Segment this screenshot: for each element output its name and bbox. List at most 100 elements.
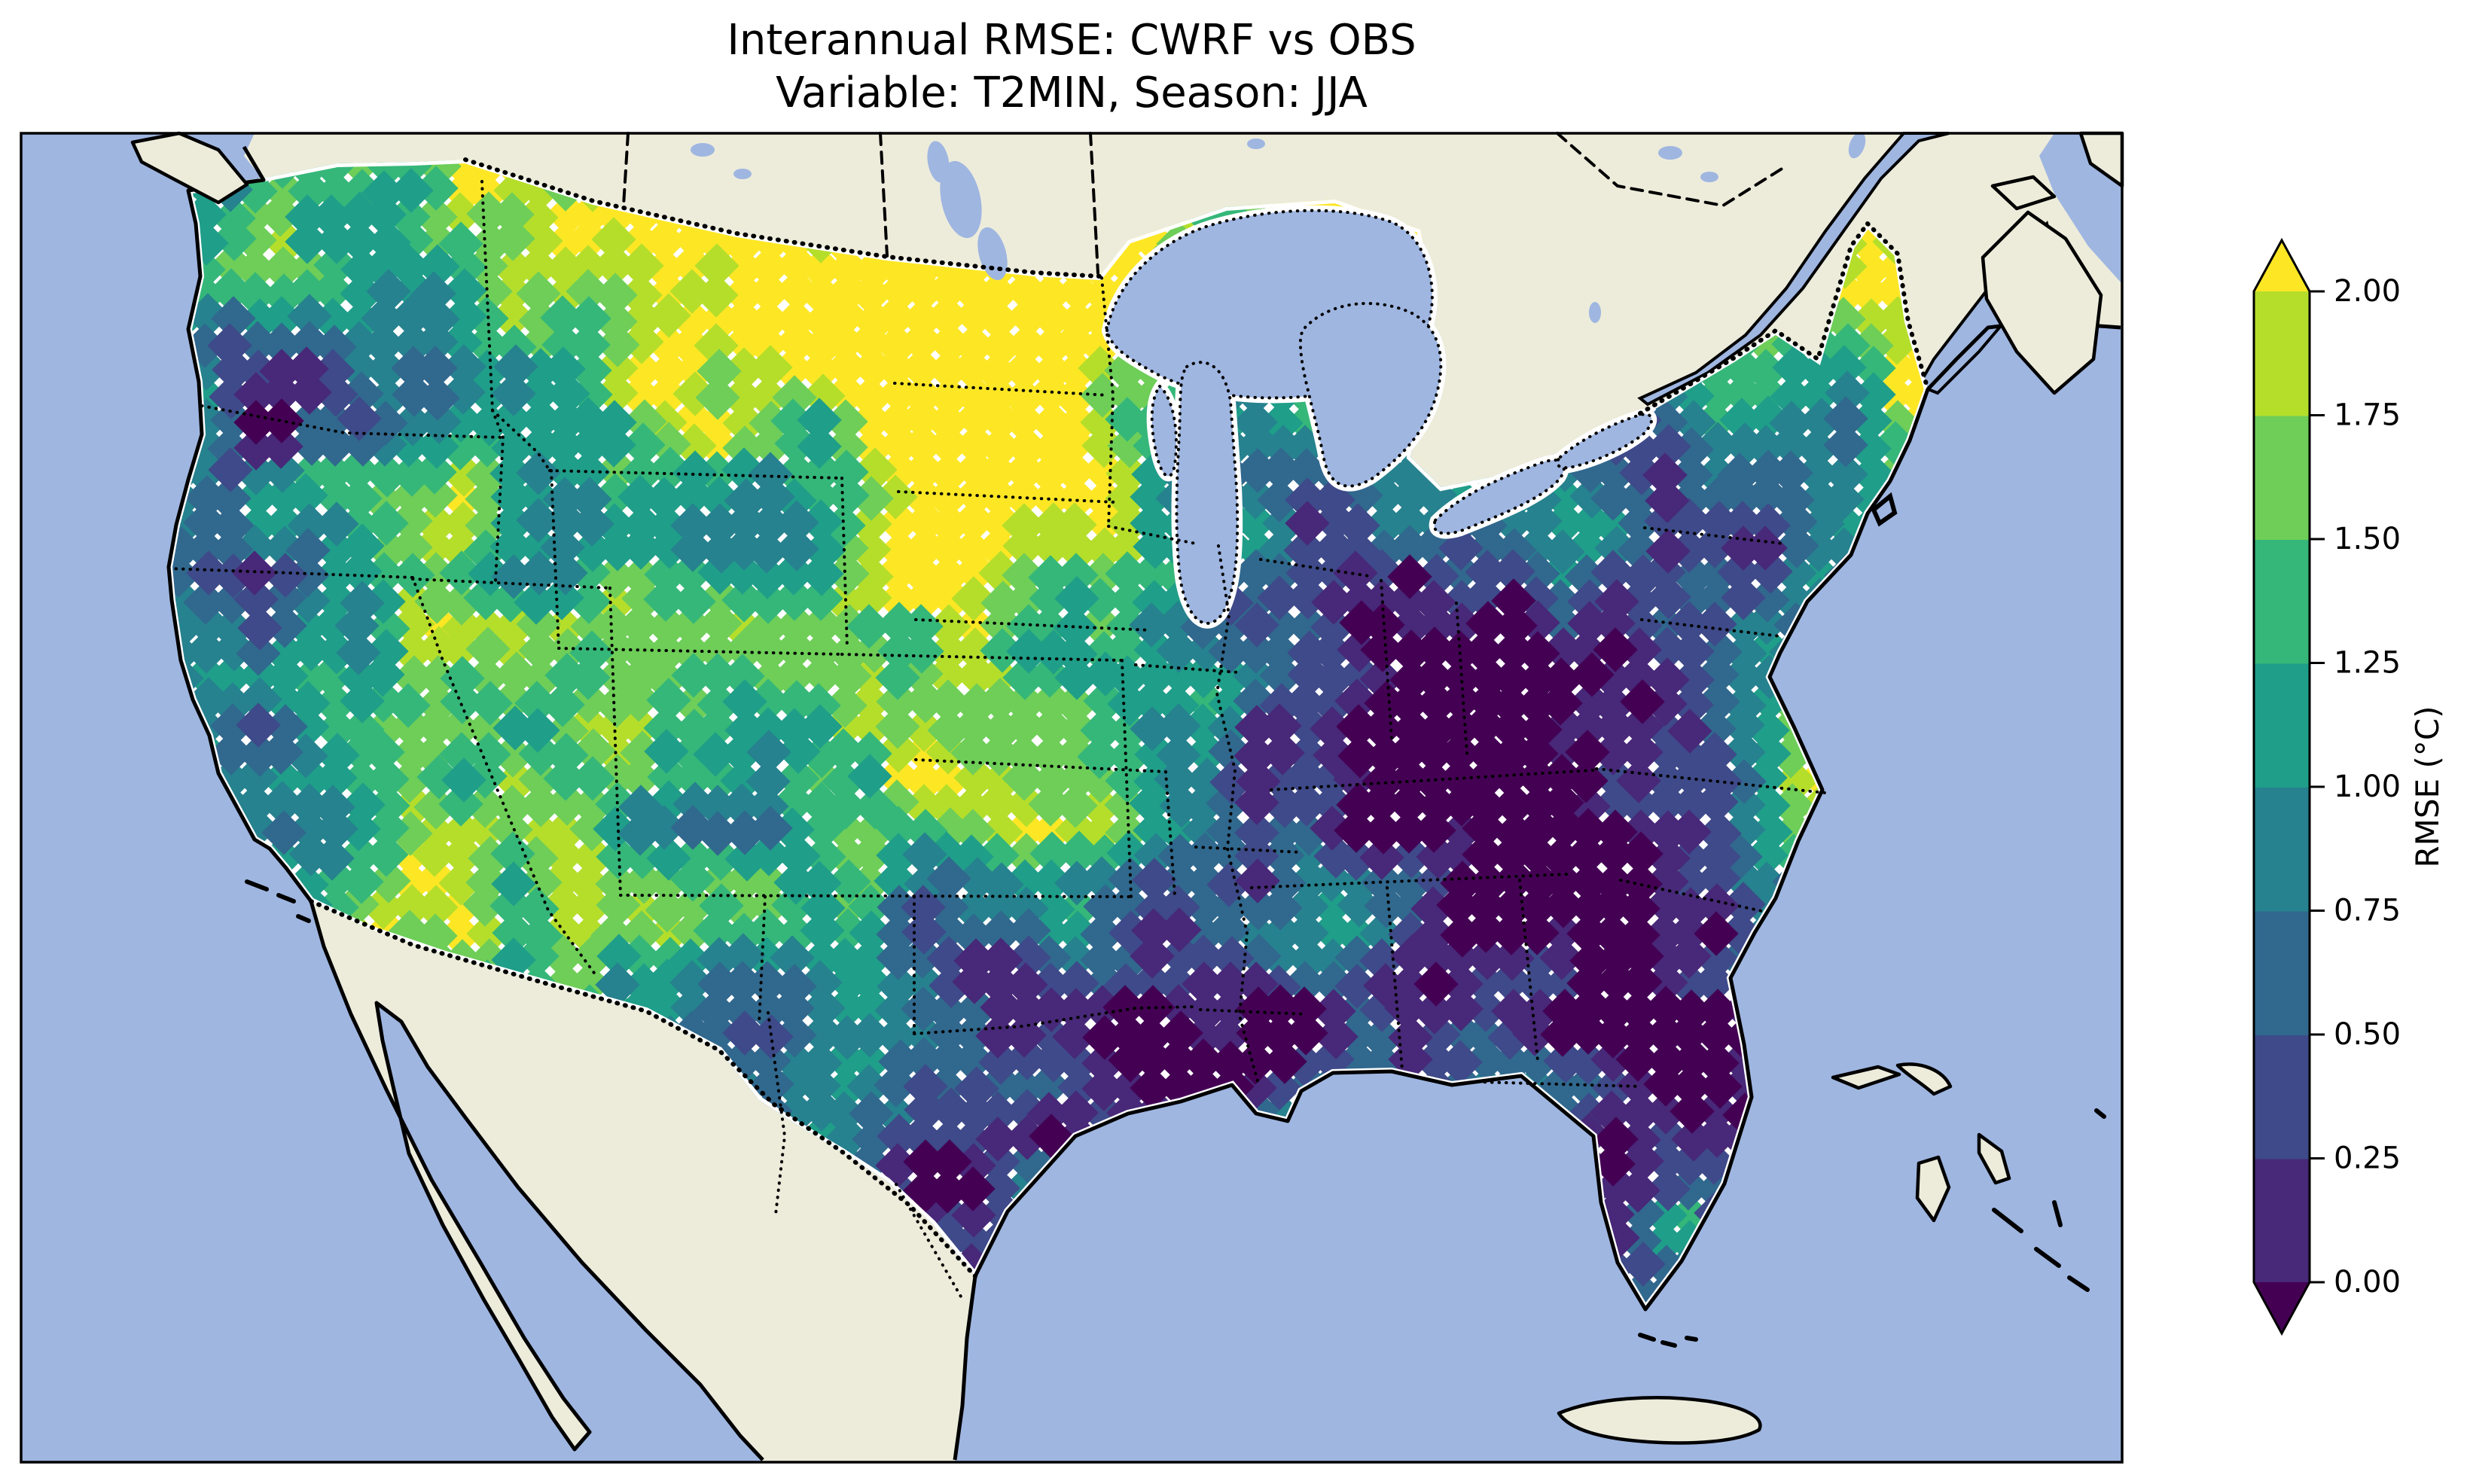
province-border [1089,132,1099,275]
state-border [1518,879,1539,1062]
colorbar-segment [2254,415,2310,540]
state-border [619,894,1133,898]
state-border [1619,879,1767,913]
small-lake [1589,302,1601,323]
colorbar-tick-label: 1.25 [2334,646,2401,681]
state-border [167,567,414,579]
political-borders [167,132,1930,1303]
state-border [491,409,505,582]
colorbar-segment [2254,663,2310,788]
islet [2052,1200,2063,1227]
country-border [463,157,1102,279]
colorbar-segment [2254,539,2310,664]
small-lake [1247,139,1265,149]
state-border [200,404,505,439]
state-border [767,1011,787,1216]
islet [1871,492,1898,527]
great-lakes [1101,205,1657,629]
colorbar-segment [2254,910,2310,1035]
state-border [1643,526,1785,545]
bahamas-island [1977,1132,2011,1185]
state-border [548,469,843,480]
colorbar-segment [2254,1158,2310,1283]
prince-edward-island [1990,175,2057,211]
lake [1298,302,1443,488]
islet [1685,1336,1698,1342]
colorbar-tick-label: 1.00 [2334,769,2401,804]
lake [1432,459,1566,535]
lake [1150,384,1178,478]
coastline [166,145,764,1461]
nova-scotia [1981,210,2103,395]
colorbar-tick-label: 0.25 [2334,1141,2401,1176]
islet [1638,1333,1656,1342]
lake [1556,413,1653,470]
vancouver-island [130,131,249,205]
colorbar-tick-label: 0.75 [2334,894,2401,928]
state-border [1250,873,1569,889]
islet [276,893,296,904]
country-border [309,899,977,1278]
bahamas-island [1831,1065,1901,1090]
state-border [1380,579,1393,740]
small-lake [927,141,950,183]
state-border [1595,767,1827,794]
state-border [1386,886,1404,1071]
province-border [1556,132,1785,208]
coastline [953,319,2121,1461]
state-border [897,490,1116,504]
coastlines [166,145,2121,1461]
colorbar-tick-label: 2.00 [2334,274,2401,309]
small-lake [1658,146,1682,160]
colorbar-segment [2254,787,2310,912]
small-lake [1848,132,1866,159]
country-border [1865,221,1930,392]
islet [296,914,311,923]
cuba [1557,1396,1762,1445]
colorbar-segment [2254,1035,2310,1159]
map-frame [20,132,2124,1464]
islet [2094,1108,2106,1119]
state-border [758,895,767,1025]
islet [2067,1275,2090,1292]
state-border [411,577,611,590]
state-border [1164,770,1176,897]
state-border [557,647,843,656]
state-border [1476,1080,1643,1088]
colorbar: 0.00 0.25 0.50 0.75 1.00 1.25 1.50 1.75 2.00 [2252,237,2401,1336]
small-lake [691,143,715,157]
state-border [1640,618,1782,638]
province-border [622,132,630,207]
islands [130,131,2124,1445]
state-border [1134,663,1240,674]
colorbar-tick-label: 0.50 [2334,1017,2401,1052]
colorbar-axis-label: RMSE (°C) [2409,705,2446,867]
colorbar-tick-label: 1.50 [2334,522,2401,556]
islet [1660,1340,1677,1348]
bahamas-island [1915,1155,1951,1223]
colorbar-over-arrow [2254,240,2310,291]
lake [1175,361,1240,625]
state-border [480,180,494,412]
plot-title-line1: Interannual RMSE: CWRF vs OBS [727,16,1416,65]
colorbar-tick-label: 0.00 [2334,1265,2401,1300]
state-border [914,758,1167,773]
colorbar-segment [2254,291,2310,416]
state-border [895,1183,965,1303]
state-border [840,477,849,650]
state-border [491,409,551,472]
bahamas-island [1895,1062,1953,1096]
map-axes [21,131,2124,1462]
islet [1992,1208,2023,1233]
colorbar-under-arrow [2254,1282,2310,1333]
small-lake [940,160,982,239]
small-lake [1700,172,1718,182]
state-border [608,587,622,897]
islet [2034,1247,2061,1268]
plot-title-line2: Variable: T2MIN, Season: JJA [776,69,1368,117]
islet [245,879,269,891]
colorbar-tick-label: 1.75 [2334,398,2401,433]
small-lake [733,169,752,179]
state-border [893,382,1110,397]
